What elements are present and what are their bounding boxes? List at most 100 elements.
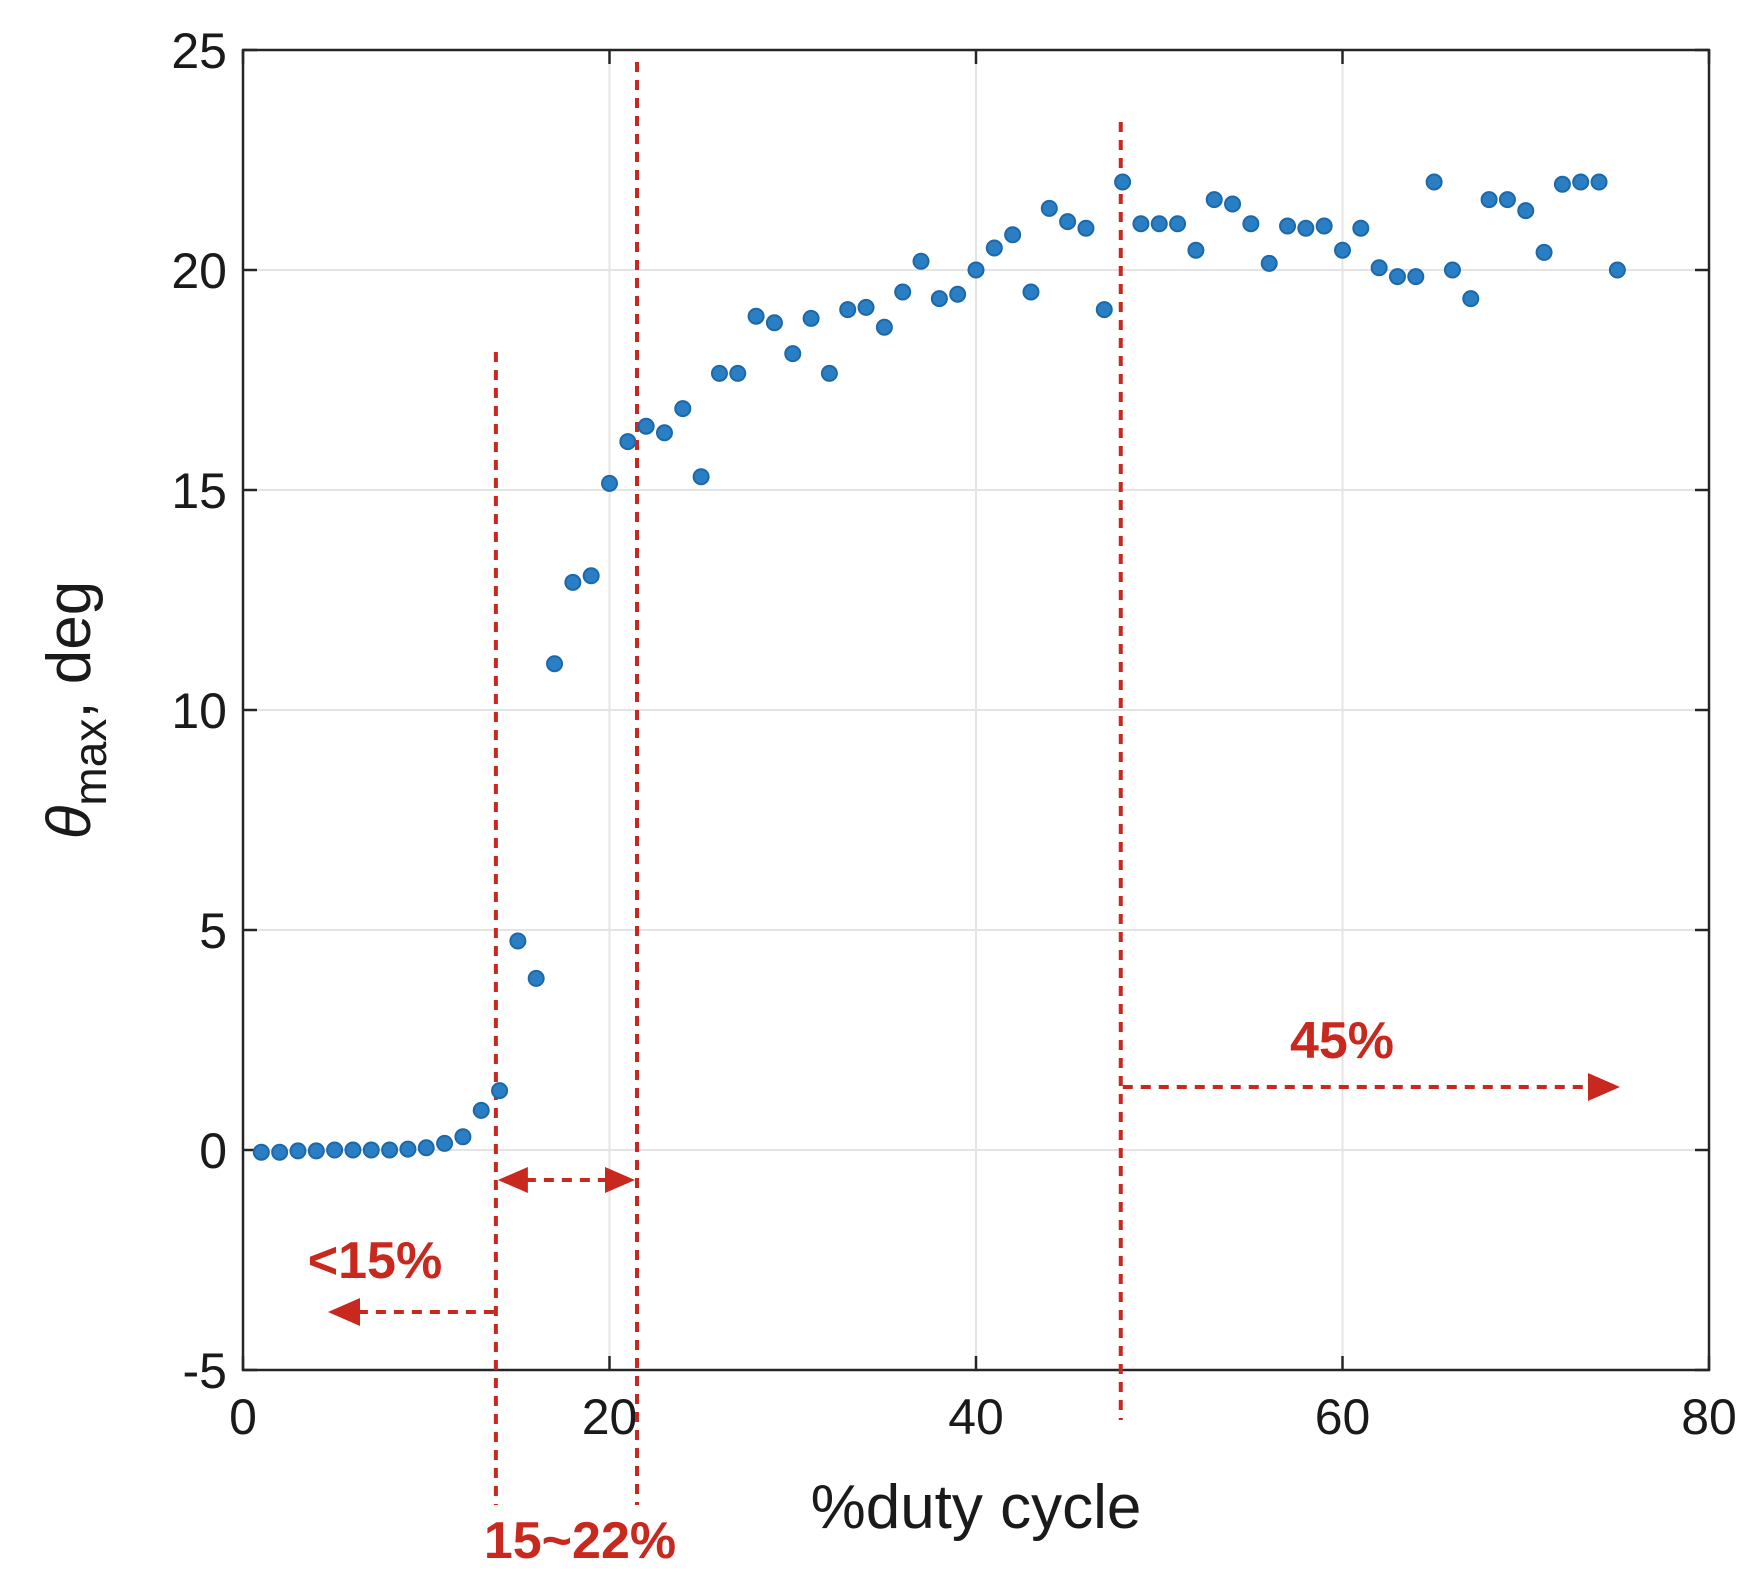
data-point — [912, 252, 930, 270]
data-point — [546, 655, 564, 673]
data-point — [1040, 199, 1058, 217]
x-tick-label: 20 — [582, 1389, 638, 1445]
data-point — [399, 1140, 417, 1158]
data-point — [985, 239, 1003, 257]
y-tick-label: 0 — [199, 1123, 227, 1179]
data-point — [527, 969, 545, 987]
data-point — [307, 1142, 325, 1160]
data-point — [1517, 202, 1535, 220]
annotation-label-45: 45% — [1290, 1012, 1394, 1070]
data-point — [1205, 191, 1223, 209]
y-tick-label: 5 — [199, 903, 227, 959]
data-point — [1260, 254, 1278, 272]
data-point — [1077, 219, 1095, 237]
data-point — [949, 285, 967, 303]
data-point — [1480, 191, 1498, 209]
data-point — [1425, 173, 1443, 191]
axis-ticks — [241, 48, 1711, 1372]
data-point — [1352, 219, 1370, 237]
data-point — [655, 424, 673, 442]
data-point — [1443, 261, 1461, 279]
data-point — [1224, 195, 1242, 213]
data-point — [967, 261, 985, 279]
data-point — [1242, 215, 1260, 233]
data-point — [1407, 268, 1425, 286]
data-point — [619, 433, 637, 451]
data-point — [1388, 268, 1406, 286]
grid-lines — [243, 50, 1709, 1370]
data-point — [875, 318, 893, 336]
data-point — [1187, 241, 1205, 259]
annotation-label-below-15: <15% — [308, 1232, 442, 1290]
data-point — [1315, 217, 1333, 235]
data-point — [1370, 259, 1388, 277]
data-point — [1535, 243, 1553, 261]
data-point — [1095, 301, 1113, 319]
data-point — [1279, 217, 1297, 235]
data-point — [1297, 219, 1315, 237]
data-point — [784, 345, 802, 363]
data-point — [930, 290, 948, 308]
data-point — [1590, 173, 1608, 191]
data-point — [1334, 241, 1351, 259]
arrow-15-22-right-head — [604, 1167, 635, 1193]
data-point — [1132, 215, 1150, 233]
y-axis-subscript: max — [64, 719, 116, 806]
data-point — [271, 1143, 289, 1161]
y-tick-label: 15 — [171, 463, 227, 519]
data-point — [747, 307, 765, 325]
data-point — [289, 1142, 307, 1160]
y-axis-title: θmax, deg — [35, 581, 116, 839]
arrow-45-head — [1588, 1073, 1620, 1101]
data-point — [362, 1141, 380, 1159]
data-points — [252, 173, 1626, 1161]
data-point — [1553, 175, 1571, 193]
data-point — [344, 1141, 362, 1159]
data-point — [582, 567, 600, 585]
x-tick-label: 80 — [1681, 1389, 1737, 1445]
y-tick-labels: -5 0 5 10 15 20 25 — [171, 23, 227, 1399]
data-point — [710, 364, 728, 382]
y-axis-unit: , deg — [35, 581, 104, 719]
data-point — [1498, 191, 1516, 209]
data-point — [509, 932, 527, 950]
data-point — [417, 1139, 435, 1157]
data-point — [436, 1134, 454, 1152]
data-point — [729, 364, 747, 382]
data-point — [802, 309, 820, 327]
data-point — [1572, 173, 1590, 191]
data-point — [765, 314, 783, 332]
y-tick-label: 25 — [171, 23, 227, 79]
data-point — [692, 468, 710, 486]
data-point — [1114, 173, 1132, 191]
data-point — [491, 1082, 509, 1100]
data-point — [1004, 226, 1022, 244]
data-point — [454, 1128, 472, 1146]
x-tick-label: 40 — [948, 1389, 1004, 1445]
x-tick-label: 60 — [1315, 1389, 1371, 1445]
data-point — [1462, 290, 1480, 308]
data-point — [381, 1141, 399, 1159]
annotation-lines — [328, 62, 1620, 1505]
data-point — [472, 1101, 490, 1119]
data-point — [839, 301, 857, 319]
data-point — [674, 400, 692, 418]
data-point — [637, 417, 655, 435]
data-point — [326, 1141, 344, 1159]
data-point — [1059, 213, 1077, 231]
data-point — [820, 364, 838, 382]
x-axis-title: %duty cycle — [811, 1473, 1142, 1542]
y-axis-symbol: θ — [35, 805, 104, 839]
data-point — [601, 474, 618, 492]
arrow-below-15-head — [328, 1298, 360, 1326]
x-tick-labels: 0 20 40 60 80 — [229, 1389, 1737, 1445]
y-tick-label: -5 — [183, 1343, 227, 1399]
arrow-15-22-left-head — [497, 1167, 528, 1193]
data-point — [1169, 215, 1187, 233]
data-point — [1022, 283, 1040, 301]
y-tick-label: 10 — [171, 683, 227, 739]
data-point — [857, 298, 875, 316]
data-point — [1608, 261, 1626, 279]
data-point — [894, 283, 912, 301]
